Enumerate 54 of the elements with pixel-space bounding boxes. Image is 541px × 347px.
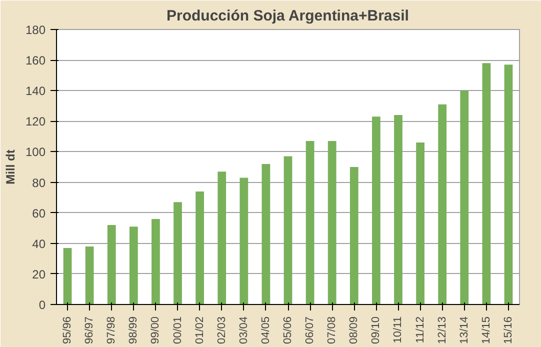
x-tick-label: 97/98	[106, 316, 118, 344]
bar	[284, 156, 292, 304]
x-tick-label: 02/03	[216, 316, 228, 344]
y-tick-label: 60	[32, 206, 46, 220]
bar	[240, 178, 248, 304]
x-tick-label: 01/02	[194, 316, 206, 344]
bar	[350, 167, 358, 304]
x-tick-label: 09/10	[370, 316, 382, 344]
bar	[438, 104, 447, 304]
bar	[85, 246, 94, 304]
y-tick-label: 100	[25, 145, 46, 160]
x-tick-label: 04/05	[260, 316, 272, 344]
x-tick-label: 00/01	[172, 316, 184, 344]
bar	[129, 226, 138, 304]
x-tick-label: 03/04	[238, 316, 250, 344]
bar	[416, 142, 424, 304]
bar	[460, 90, 469, 304]
x-tick-label: 05/06	[282, 316, 294, 344]
bar	[372, 116, 380, 304]
x-tick-label: 15/16	[502, 316, 514, 344]
bar	[328, 141, 336, 304]
bar	[482, 63, 491, 304]
chart-title: Producción Soja Argentina+Brasil	[166, 8, 409, 24]
bar	[394, 115, 402, 304]
x-tick-label: 11/12	[414, 316, 426, 344]
y-tick-label: 40	[32, 236, 46, 251]
bar	[262, 164, 270, 304]
x-tick-label: 96/97	[84, 316, 96, 344]
y-tick-label: 120	[25, 114, 46, 129]
y-tick-label: 140	[25, 84, 46, 98]
x-tick-label: 95/96	[62, 316, 74, 344]
bar	[107, 225, 116, 304]
x-tick-label: 08/09	[348, 316, 360, 344]
x-tick-label: 99/00	[150, 316, 162, 344]
y-tick-label: 80	[32, 176, 46, 190]
x-tick-label: 13/14	[458, 316, 470, 344]
x-tick-label: 06/07	[304, 316, 316, 344]
bar	[218, 172, 226, 304]
bar	[174, 202, 182, 304]
y-tick-label: 160	[25, 54, 46, 68]
bar	[152, 218, 160, 304]
y-tick-label: 180	[25, 23, 46, 37]
y-axis-title: Mill dt	[3, 150, 18, 184]
y-tick-label: 0	[38, 298, 46, 312]
bar	[306, 141, 314, 304]
bar	[196, 191, 204, 304]
x-tick-label: 07/08	[326, 316, 338, 344]
bar	[63, 248, 72, 304]
x-tick-label: 10/11	[392, 316, 404, 344]
x-tick-label: 14/15	[480, 316, 492, 344]
x-tick-label: 12/13	[436, 316, 448, 344]
x-tick-label: 98/99	[128, 316, 140, 344]
bar	[504, 64, 513, 304]
y-tick-label: 20	[32, 267, 46, 282]
